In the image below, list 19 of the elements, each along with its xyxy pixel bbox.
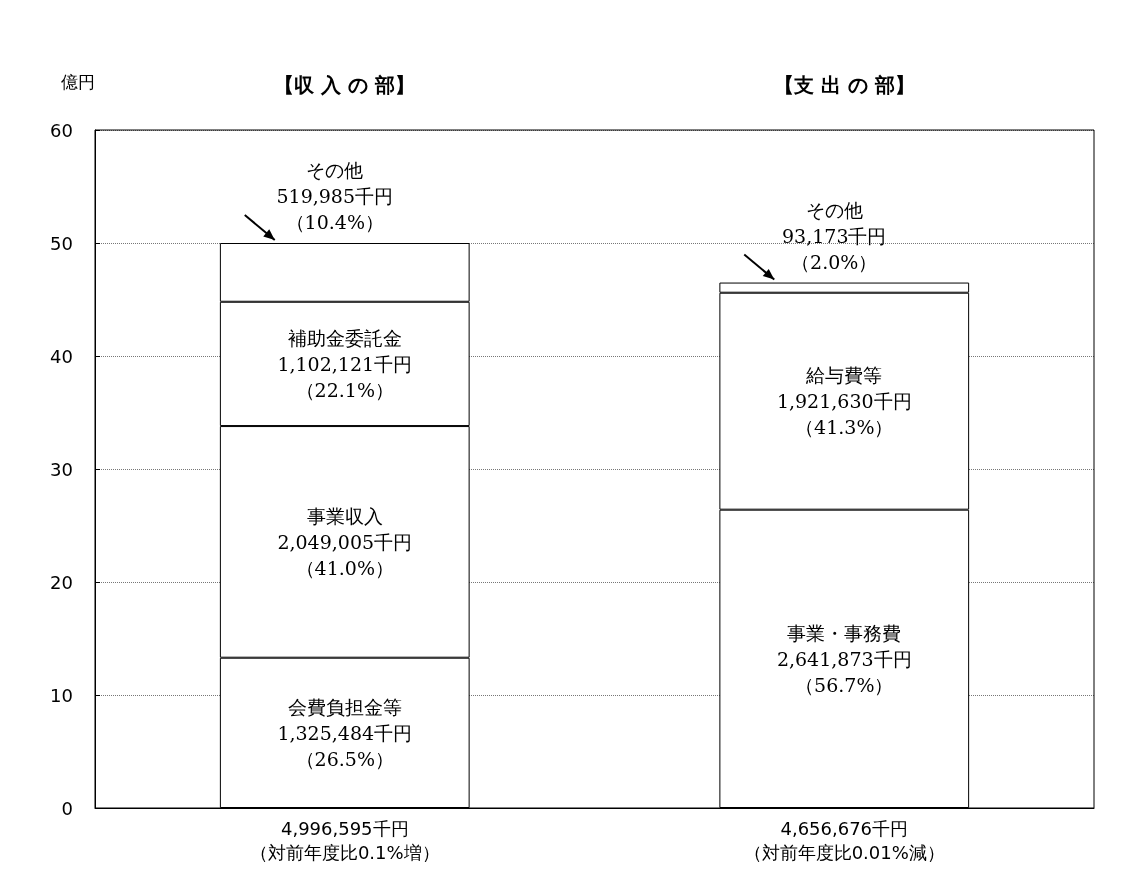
text: 【収 入 の 部】 [274, 73, 416, 97]
annotation: 事業収入2,049,005千円（41.0%） [277, 504, 413, 579]
annotation: 補助金委託金1,102,121千円（22.1%） [277, 326, 413, 401]
x-tick-label: 4,656,676千円（対前年度比0.01%減） [743, 817, 945, 863]
text: 【支 出 の 部】 [773, 73, 915, 97]
y-tick-label: 50 [50, 232, 73, 254]
annotation: その他519,985千円（10.4%） [276, 159, 394, 233]
y-tick-label: 10 [50, 684, 73, 706]
annotation: 給与費等1,921,630千円（41.3%） [776, 364, 912, 439]
annotation: 事業・事務費2,641,873千円（56.7%） [776, 621, 912, 696]
y-tick-label: 20 [50, 571, 73, 593]
y-tick-label: 40 [50, 345, 73, 367]
y-tick-label: 0 [61, 797, 73, 819]
annotation: その他93,173千円（2.0%） [782, 198, 887, 273]
x-tick-label: 4,996,595千円（対前年度比0.1%増） [249, 817, 440, 863]
y-axis-title: 億円 [61, 71, 95, 92]
annotation: 会費負担金等1,325,484千円（26.5%） [277, 695, 413, 770]
y-tick-label: 60 [50, 119, 73, 141]
y-tick-label: 30 [50, 458, 73, 480]
